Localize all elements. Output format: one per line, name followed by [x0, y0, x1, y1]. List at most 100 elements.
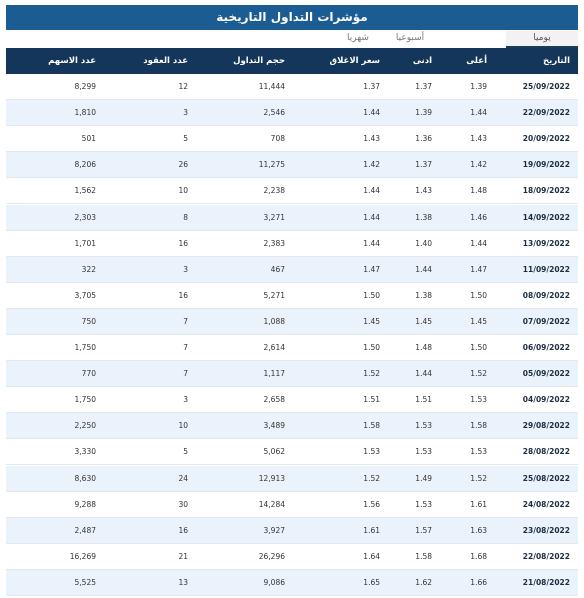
close-cell: 1.50 — [363, 290, 380, 300]
volume-cell: 3,271 — [263, 212, 285, 222]
shares-cell: 2,303 — [74, 212, 96, 222]
table-row: 25/09/2022 1.39 1.37 1.37 11,444 12 8,299 — [6, 74, 578, 101]
high-cell: 1.50 — [470, 343, 487, 352]
shares-cell: 322 — [81, 264, 96, 274]
volume-cell: 1,088 — [263, 316, 285, 326]
column-header: أعلى — [466, 56, 487, 66]
tab-monthly[interactable]: شهريا — [347, 33, 369, 43]
high-cell: 1.52 — [470, 369, 487, 379]
contracts-cell: 13 — [178, 577, 188, 587]
close-cell: 1.44 — [363, 238, 380, 248]
low-cell: 1.37 — [415, 82, 432, 91]
date-cell: 29/08/2022 — [522, 421, 570, 431]
contracts-cell: 7 — [183, 369, 188, 379]
close-cell: 1.52 — [363, 473, 380, 483]
shares-cell: 1,750 — [74, 343, 96, 352]
high-cell: 1.52 — [470, 473, 487, 483]
volume-cell: 14,284 — [258, 499, 285, 509]
high-cell: 1.58 — [470, 421, 487, 431]
volume-cell: 2,658 — [263, 395, 285, 405]
date-cell: 25/08/2022 — [522, 473, 570, 483]
date-cell: 05/09/2022 — [522, 369, 570, 379]
low-cell: 1.45 — [415, 316, 432, 326]
high-cell: 1.66 — [470, 577, 487, 587]
close-cell: 1.44 — [363, 108, 380, 118]
low-cell: 1.48 — [415, 343, 432, 352]
close-cell: 1.42 — [363, 160, 380, 170]
volume-cell: 708 — [270, 134, 285, 144]
shares-cell: 770 — [81, 369, 96, 379]
contracts-cell: 26 — [178, 160, 188, 170]
high-cell: 1.50 — [470, 290, 487, 300]
contracts-cell: 24 — [178, 473, 188, 483]
shares-cell: 9,288 — [74, 499, 96, 509]
close-cell: 1.64 — [363, 551, 380, 561]
high-cell: 1.44 — [470, 108, 487, 118]
shares-cell: 1,701 — [74, 238, 96, 248]
low-cell: 1.53 — [415, 421, 432, 431]
contracts-cell: 21 — [178, 551, 188, 561]
high-cell: 1.63 — [470, 525, 487, 535]
shares-cell: 2,250 — [74, 421, 96, 431]
close-cell: 1.44 — [363, 212, 380, 222]
high-cell: 1.61 — [470, 499, 487, 509]
volume-cell: 1,117 — [263, 369, 285, 379]
table-row: 24/08/2022 1.61 1.53 1.56 14,284 30 9,288 — [6, 492, 578, 518]
contracts-cell: 3 — [183, 395, 188, 405]
volume-cell: 2,546 — [263, 108, 285, 118]
low-cell: 1.44 — [415, 369, 432, 379]
table-row: 08/09/2022 1.50 1.38 1.50 5,271 16 3,705 — [6, 283, 578, 309]
volume-cell: 2,238 — [263, 186, 285, 196]
table-row: 04/09/2022 1.53 1.51 1.51 2,658 3 1,750 — [6, 387, 578, 414]
low-cell: 1.44 — [415, 264, 432, 274]
contracts-cell: 16 — [178, 290, 188, 300]
table-row: 28/08/2022 1.53 1.53 1.53 5,062 5 3,330 — [6, 439, 578, 466]
close-cell: 1.65 — [363, 577, 380, 587]
shares-cell: 8,299 — [74, 82, 96, 91]
date-cell: 18/09/2022 — [522, 186, 570, 196]
volume-cell: 9,086 — [263, 577, 285, 587]
low-cell: 1.57 — [415, 525, 432, 535]
high-cell: 1.43 — [470, 134, 487, 144]
low-cell: 1.40 — [415, 238, 432, 248]
date-cell: 21/08/2022 — [522, 577, 570, 587]
low-cell: 1.38 — [415, 212, 432, 222]
contracts-cell: 30 — [178, 499, 188, 509]
column-header: التاريخ — [543, 56, 570, 66]
low-cell: 1.53 — [415, 499, 432, 509]
low-cell: 1.58 — [415, 551, 432, 561]
contracts-cell: 5 — [183, 447, 188, 457]
column-header: سعر الاغلاق — [329, 56, 380, 66]
contracts-cell: 5 — [183, 134, 188, 144]
low-cell: 1.51 — [415, 395, 432, 405]
date-cell: 19/09/2022 — [522, 160, 570, 170]
table-row: 19/09/2022 1.42 1.37 1.42 11,275 26 8,206 — [6, 152, 578, 179]
tab-daily[interactable]: يوميا — [506, 31, 578, 48]
date-cell: 20/09/2022 — [522, 134, 570, 144]
table-row: 29/08/2022 1.58 1.53 1.58 3,489 10 2,250 — [6, 413, 578, 440]
high-cell: 1.68 — [470, 551, 487, 561]
date-cell: 14/09/2022 — [522, 212, 570, 222]
volume-cell: 12,913 — [258, 473, 285, 483]
contracts-cell: 16 — [178, 238, 188, 248]
high-cell: 1.44 — [470, 238, 487, 248]
table-row: 14/09/2022 1.46 1.38 1.44 3,271 8 2,303 — [6, 204, 578, 231]
contracts-cell: 10 — [178, 421, 188, 431]
volume-cell: 5,271 — [263, 290, 285, 300]
date-cell: 07/09/2022 — [522, 316, 570, 326]
date-cell: 24/08/2022 — [522, 499, 570, 509]
contracts-cell: 7 — [183, 343, 188, 352]
table-row: 20/09/2022 1.43 1.36 1.43 708 5 501 — [6, 126, 578, 153]
tab-weekly[interactable]: أسبوعيا — [395, 33, 425, 43]
table-row: 21/08/2022 1.66 1.62 1.65 9,086 13 5,525 — [6, 569, 578, 596]
volume-cell: 2,383 — [263, 238, 285, 248]
date-cell: 04/09/2022 — [522, 395, 570, 405]
shares-cell: 750 — [81, 316, 96, 326]
close-cell: 1.44 — [363, 186, 380, 196]
column-header: حجم التداول — [233, 56, 285, 66]
low-cell: 1.49 — [415, 473, 432, 483]
high-cell: 1.39 — [470, 82, 487, 91]
close-cell: 1.37 — [363, 82, 380, 91]
column-header: ادنى — [412, 56, 432, 66]
shares-cell: 1,810 — [74, 108, 96, 118]
